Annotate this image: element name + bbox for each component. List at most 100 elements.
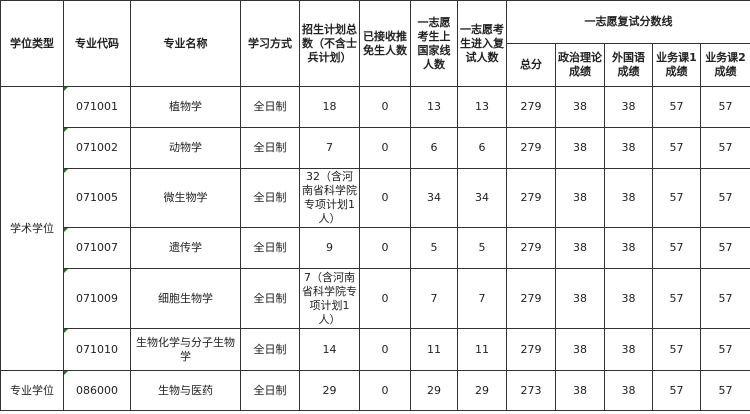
course1-score-cell: 57 — [652, 370, 701, 411]
exempt-accepted-cell: 0 — [359, 370, 411, 411]
national-line-count-cell: 13 — [410, 86, 458, 128]
plan-total-cell: 14 — [299, 328, 360, 371]
header-study-mode: 学习方式 — [240, 0, 300, 87]
major-code-cell: 071009 — [63, 268, 131, 329]
plan-total-cell: 29 — [299, 370, 360, 411]
retest-count-cell: 34 — [457, 168, 507, 228]
header-retest-score-line: 一志愿复试分数线 — [505, 0, 750, 44]
plan-total-cell: 9 — [299, 227, 360, 269]
exempt-accepted-cell: 0 — [359, 127, 411, 169]
course1-score-cell: 57 — [652, 328, 701, 371]
major-code-cell: 071002 — [63, 127, 131, 169]
national-line-count-cell: 34 — [410, 168, 458, 228]
course2-score-cell: 57 — [699, 168, 750, 228]
exempt-accepted-cell: 0 — [359, 227, 411, 269]
retest-count-cell: 13 — [457, 86, 507, 128]
course1-score-cell: 57 — [652, 127, 701, 169]
politics-score-cell: 38 — [555, 370, 605, 411]
major-name-cell: 植物学 — [130, 86, 241, 128]
table-row: 071010 生物化学与分子生物学 全日制 14 0 11 11 279 38 38 57 57 — [1, 328, 750, 371]
national-line-count-cell: 7 — [410, 268, 458, 329]
politics-score-cell: 38 — [555, 127, 605, 169]
study-mode-cell: 全日制 — [240, 86, 300, 128]
degree-type-cell: 学术学位 — [0, 86, 64, 371]
foreign-language-score-cell: 38 — [604, 328, 653, 371]
header-course2: 业务课2成绩 — [699, 43, 750, 87]
study-mode-cell: 全日制 — [240, 227, 300, 269]
degree-type-cell: 专业学位 — [0, 370, 64, 411]
study-mode-cell: 全日制 — [240, 328, 300, 371]
course1-score-cell: 57 — [652, 227, 701, 269]
plan-total-cell: 32（含河南省科学院专项计划1人） — [299, 168, 360, 228]
politics-score-cell: 38 — [555, 168, 605, 228]
total-score-cell: 279 — [506, 328, 556, 371]
course1-score-cell: 57 — [652, 86, 701, 128]
course2-score-cell: 57 — [699, 127, 750, 169]
retest-count-cell: 5 — [457, 227, 507, 269]
exempt-accepted-cell: 0 — [359, 328, 411, 371]
national-line-count-cell: 6 — [410, 127, 458, 169]
foreign-language-score-cell: 38 — [604, 227, 653, 269]
foreign-language-score-cell: 38 — [604, 370, 653, 411]
header-course1: 业务课1成绩 — [652, 43, 701, 87]
table-row: 专业学位 086000 生物与医药 全日制 29 0 29 29 273 38 38 57 57 — [0, 370, 750, 411]
major-name-cell: 生物化学与分子生物学 — [130, 328, 241, 371]
study-mode-cell: 全日制 — [240, 127, 300, 169]
header-total-score: 总分 — [506, 43, 556, 87]
study-mode-cell: 全日制 — [240, 168, 300, 228]
table-row: 071002 动物学 全日制 7 0 6 6 279 38 38 57 57 — [1, 127, 750, 169]
course1-score-cell: 57 — [652, 168, 701, 228]
course2-score-cell: 57 — [699, 227, 750, 269]
table-row: 071009 细胞生物学 全日制 7（含河南省科学院专项计划1人） 0 7 7 279 38 38… — [1, 268, 750, 329]
foreign-language-score-cell: 38 — [604, 168, 653, 228]
table-row: 学术学位 071001 植物学 全日制 18 0 13 13 279 38 38 57 57 — [0, 86, 750, 371]
total-score-cell: 279 — [506, 168, 556, 228]
header-politics: 政治理论成绩 — [555, 43, 605, 87]
total-score-cell: 273 — [506, 370, 556, 411]
study-mode-cell: 全日制 — [240, 370, 300, 411]
course2-score-cell: 57 — [699, 268, 750, 329]
plan-total-cell: 7（含河南省科学院专项计划1人） — [299, 268, 360, 329]
politics-score-cell: 38 — [555, 328, 605, 371]
major-code-cell: 071001 — [63, 86, 131, 128]
major-code-cell: 071005 — [63, 168, 131, 228]
table-row: 071007 遗传学 全日制 9 0 5 5 279 38 38 57 57 — [1, 227, 750, 269]
retest-count-cell: 11 — [457, 328, 507, 371]
politics-score-cell: 38 — [555, 227, 605, 269]
total-score-cell: 279 — [506, 127, 556, 169]
major-name-cell: 生物与医药 — [130, 370, 241, 411]
total-score-cell: 279 — [506, 227, 556, 269]
exempt-accepted-cell: 0 — [359, 86, 411, 128]
major-name-cell: 动物学 — [130, 127, 241, 169]
foreign-language-score-cell: 38 — [604, 86, 653, 128]
course2-score-cell: 57 — [699, 328, 750, 371]
table-row: 071005 微生物学 全日制 32（含河南省科学院专项计划1人） 0 34 34 279 38… — [1, 168, 750, 228]
header-major-code: 专业代码 — [63, 0, 131, 87]
total-score-cell: 279 — [506, 86, 556, 128]
major-code-cell: 086000 — [63, 370, 131, 411]
exempt-accepted-cell: 0 — [359, 168, 411, 228]
national-line-count-cell: 29 — [410, 370, 458, 411]
exempt-accepted-cell: 0 — [359, 268, 411, 329]
header-plan-total: 招生计划总数（不含士兵计划） — [299, 0, 360, 87]
header-foreign-language: 外国语成绩 — [604, 43, 653, 87]
national-line-count-cell: 11 — [410, 328, 458, 371]
header-exempt-accepted: 已接收推免生人数 — [359, 0, 411, 87]
retest-count-cell: 29 — [457, 370, 507, 411]
plan-total-cell: 18 — [299, 86, 360, 128]
major-name-cell: 细胞生物学 — [130, 268, 241, 329]
major-name-cell: 微生物学 — [130, 168, 241, 228]
national-line-count-cell: 5 — [410, 227, 458, 269]
study-mode-cell: 全日制 — [240, 268, 300, 329]
header-retest-count: 一志愿考生进入复试人数 — [457, 0, 507, 87]
retest-count-cell: 6 — [457, 127, 507, 169]
retest-count-cell: 7 — [457, 268, 507, 329]
course1-score-cell: 57 — [652, 268, 701, 329]
header-degree-type: 学位类型 — [0, 0, 64, 87]
total-score-cell: 279 — [506, 268, 556, 329]
politics-score-cell: 38 — [555, 86, 605, 128]
major-name-cell: 遗传学 — [130, 227, 241, 269]
plan-total-cell: 7 — [299, 127, 360, 169]
header-major-name: 专业名称 — [130, 0, 241, 87]
